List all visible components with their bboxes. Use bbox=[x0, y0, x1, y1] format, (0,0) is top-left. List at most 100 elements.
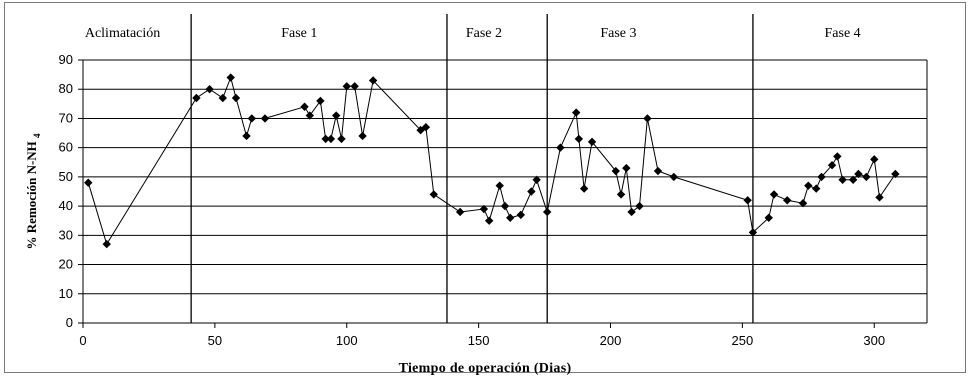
data-point bbox=[627, 207, 636, 217]
phase-label-3: Fase 2 bbox=[466, 26, 502, 41]
x-tick-label-250: 250 bbox=[732, 333, 754, 348]
data-point bbox=[854, 169, 863, 179]
data-point bbox=[226, 73, 235, 82]
data-point bbox=[862, 172, 871, 182]
phase-boundaries bbox=[190, 14, 754, 323]
data-point bbox=[332, 111, 341, 120]
data-point bbox=[350, 82, 359, 91]
data-point bbox=[748, 228, 758, 237]
series-line-1 bbox=[87, 75, 896, 246]
y-axis-label-subscript: 4 bbox=[32, 133, 42, 138]
data-point bbox=[669, 172, 678, 182]
data-point bbox=[653, 166, 663, 176]
x-tick-labels: 0 50 100 150 200 250 300 bbox=[79, 333, 885, 348]
data-point bbox=[611, 166, 620, 176]
x-tick-label-300: 300 bbox=[863, 333, 885, 348]
data-point bbox=[242, 131, 251, 141]
data-point bbox=[783, 196, 792, 205]
data-point bbox=[300, 102, 309, 111]
data-point bbox=[848, 175, 858, 185]
data-point bbox=[543, 207, 552, 217]
y-axis-label: % Remoción N-NH 4 bbox=[24, 133, 42, 250]
phase-label-4: Fase 3 bbox=[600, 26, 636, 41]
data-point bbox=[587, 137, 597, 147]
data-point bbox=[358, 131, 367, 141]
data-point bbox=[635, 201, 644, 211]
data-point bbox=[769, 190, 779, 199]
data-point bbox=[500, 201, 510, 211]
data-point bbox=[556, 143, 565, 152]
x-tick-label-150: 150 bbox=[468, 333, 490, 348]
x-tick-label-100: 100 bbox=[336, 333, 358, 348]
axes bbox=[78, 59, 928, 328]
data-point bbox=[527, 187, 536, 196]
data-point bbox=[484, 216, 494, 225]
data-series bbox=[84, 73, 900, 249]
data-point bbox=[838, 175, 847, 185]
data-point bbox=[479, 204, 489, 214]
phase-label-5: Fase 4 bbox=[825, 26, 861, 41]
x-tick-label-0: 0 bbox=[79, 333, 86, 348]
data-point bbox=[812, 184, 821, 193]
phase-labels: Aclimatación Fase 1 Fase 2 Fase 3 Fase 4 bbox=[85, 26, 861, 41]
data-point bbox=[421, 123, 431, 132]
data-point bbox=[231, 93, 241, 103]
data-point bbox=[102, 239, 111, 249]
x-tick-label-200: 200 bbox=[600, 333, 622, 348]
y-tick-label-20: 20 bbox=[59, 257, 73, 272]
data-point bbox=[579, 184, 589, 193]
data-point bbox=[316, 96, 325, 106]
y-tick-label-0: 0 bbox=[66, 315, 73, 330]
data-point bbox=[574, 134, 584, 144]
phase-label-1: Aclimatación bbox=[85, 26, 160, 41]
y-tick-label-80: 80 bbox=[59, 81, 73, 96]
data-point bbox=[429, 190, 438, 199]
data-point bbox=[616, 190, 626, 199]
data-point bbox=[572, 108, 581, 117]
x-axis-label: Tiempo de operación (Dias) bbox=[399, 361, 572, 376]
y-tick-label-60: 60 bbox=[59, 140, 73, 155]
data-point bbox=[247, 114, 256, 123]
y-tick-label-10: 10 bbox=[59, 286, 73, 301]
data-point bbox=[516, 210, 526, 220]
chart-frame bbox=[4, 2, 966, 373]
data-point bbox=[342, 82, 351, 91]
data-point bbox=[326, 134, 336, 144]
data-point bbox=[798, 198, 808, 208]
data-point bbox=[218, 93, 227, 103]
data-point bbox=[827, 161, 837, 170]
y-tick-label-70: 70 bbox=[59, 110, 73, 125]
y-tick-label-50: 50 bbox=[59, 169, 73, 184]
x-tick-label-50: 50 bbox=[208, 333, 222, 348]
y-tick-label-90: 90 bbox=[59, 52, 73, 67]
y-axis-label-main: % Remoción N-NH bbox=[24, 141, 39, 249]
data-point bbox=[495, 181, 504, 190]
data-point bbox=[321, 134, 330, 144]
data-point bbox=[368, 76, 378, 85]
data-point bbox=[622, 163, 631, 173]
data-point bbox=[84, 178, 93, 187]
data-point bbox=[833, 152, 842, 161]
data-point bbox=[817, 172, 826, 182]
y-tick-label-40: 40 bbox=[59, 198, 73, 213]
data-point bbox=[260, 114, 270, 123]
data-point bbox=[506, 213, 515, 222]
data-point bbox=[743, 196, 752, 205]
data-point bbox=[891, 169, 900, 179]
phase-label-2: Fase 1 bbox=[281, 26, 317, 41]
grid-lines bbox=[83, 59, 927, 324]
y-tick-label-30: 30 bbox=[59, 227, 73, 242]
data-point bbox=[532, 175, 541, 185]
data-point bbox=[337, 134, 346, 144]
data-point bbox=[764, 213, 773, 222]
y-tick-labels: 0 10 20 30 40 50 60 70 80 90 bbox=[59, 52, 73, 330]
data-point bbox=[305, 111, 315, 120]
data-point bbox=[455, 207, 465, 217]
data-point bbox=[804, 181, 813, 190]
data-point bbox=[192, 93, 201, 103]
data-point bbox=[205, 85, 214, 94]
data-point bbox=[875, 193, 884, 202]
data-point bbox=[870, 155, 879, 164]
data-point bbox=[643, 114, 652, 123]
